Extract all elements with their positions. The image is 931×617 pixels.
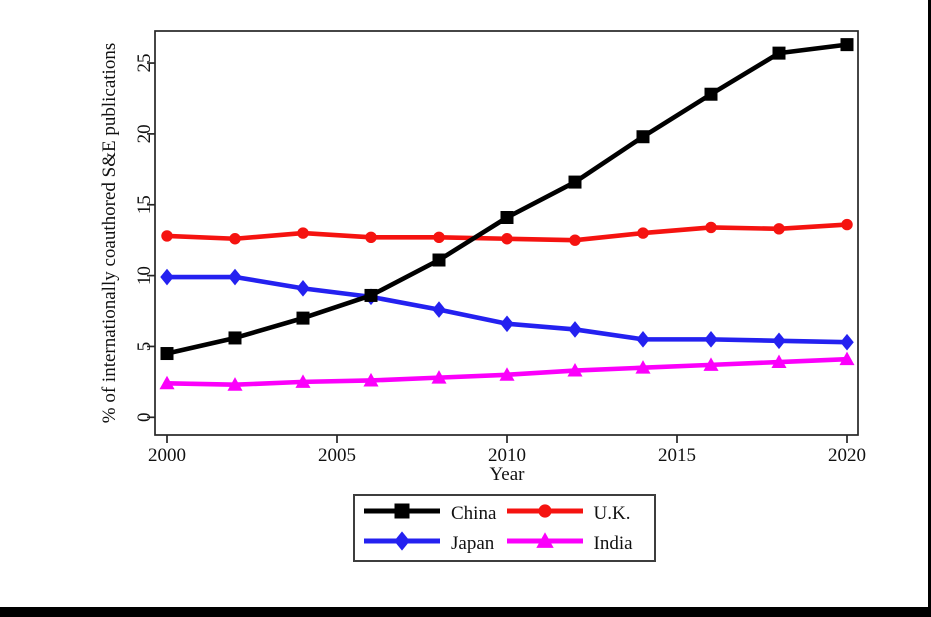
legend-item-uk: U.K. bbox=[506, 500, 649, 526]
legend-item-china: China bbox=[363, 500, 506, 526]
marker-uk-2010 bbox=[501, 233, 513, 245]
marker-japan-2012 bbox=[568, 321, 582, 338]
marker-china-2010 bbox=[500, 211, 514, 225]
y-tick-label-25: 25 bbox=[134, 54, 155, 73]
x-tick-label-2015: 2015 bbox=[658, 445, 696, 466]
legend-sample-japan bbox=[363, 530, 441, 556]
marker-japan-2014 bbox=[636, 331, 650, 348]
page-border-right bbox=[928, 0, 931, 617]
marker-india-2010 bbox=[499, 367, 515, 381]
marker-uk-2016 bbox=[705, 221, 717, 234]
legend-marker-india bbox=[535, 531, 554, 548]
y-tick-label-0: 0 bbox=[134, 413, 155, 423]
legend-label-japan: Japan bbox=[451, 532, 495, 554]
marker-uk-2004 bbox=[297, 227, 309, 239]
marker-india-2018 bbox=[771, 354, 787, 369]
marker-japan-2008 bbox=[432, 301, 446, 318]
marker-japan-2004 bbox=[296, 280, 310, 297]
marker-japan-2020 bbox=[840, 333, 854, 351]
marker-china-2014 bbox=[636, 130, 650, 144]
series-line-china bbox=[166, 42, 848, 356]
marker-india-2006 bbox=[363, 372, 379, 387]
legend-sample-uk bbox=[506, 501, 584, 526]
marker-uk-2000 bbox=[161, 230, 173, 242]
marker-china-2008 bbox=[432, 253, 446, 267]
marker-china-2016 bbox=[704, 87, 718, 101]
marker-uk-2006 bbox=[365, 231, 377, 244]
x-tick-label-2005: 2005 bbox=[318, 445, 356, 466]
marker-china-2020 bbox=[840, 38, 854, 52]
y-axis-title: % of internationally coauthored S&E publ… bbox=[99, 42, 120, 424]
marker-japan-2018 bbox=[772, 332, 786, 350]
marker-japan-2010 bbox=[500, 315, 514, 333]
legend-item-india: India bbox=[506, 530, 649, 556]
legend-sample-india bbox=[506, 531, 584, 556]
marker-india-2012 bbox=[567, 362, 583, 377]
marker-japan-2000 bbox=[160, 268, 174, 286]
marker-china-2012 bbox=[568, 175, 582, 189]
y-tick-label-10: 10 bbox=[134, 266, 155, 285]
legend-label-china: China bbox=[451, 502, 497, 524]
x-tick-label-2010: 2010 bbox=[488, 445, 526, 466]
legend-line-india bbox=[506, 531, 583, 548]
y-tick-label-5: 5 bbox=[134, 342, 155, 352]
legend-sample-china bbox=[363, 501, 441, 526]
marker-japan-2016 bbox=[704, 331, 718, 348]
marker-china-2018 bbox=[772, 46, 786, 60]
marker-uk-2014 bbox=[637, 227, 649, 239]
marker-china-2006 bbox=[364, 288, 378, 302]
marker-uk-2008 bbox=[433, 231, 445, 244]
marker-india-2014 bbox=[635, 360, 651, 374]
legend-label-india: India bbox=[593, 532, 633, 554]
marker-china-2004 bbox=[296, 311, 310, 325]
marker-india-2008 bbox=[431, 370, 447, 384]
legend-line-japan bbox=[364, 530, 440, 551]
legend-line-uk bbox=[506, 503, 583, 518]
marker-india-2004 bbox=[295, 374, 311, 388]
x-tick-label-2000: 2000 bbox=[148, 445, 186, 466]
marker-china-2000 bbox=[160, 347, 174, 361]
chart-legend: China U.K. Japan India bbox=[353, 494, 656, 562]
line-chart: 0 5 10 15 20 25 2000 2005 2010 2015 2020 bbox=[134, 30, 866, 466]
legend-marker-uk bbox=[537, 503, 552, 518]
marker-uk-2002 bbox=[229, 233, 241, 245]
series-line-japan bbox=[167, 274, 848, 345]
marker-uk-2012 bbox=[569, 234, 581, 246]
legend-marker-china bbox=[394, 503, 410, 518]
marker-uk-2018 bbox=[773, 223, 785, 235]
marker-uk-2020 bbox=[841, 218, 853, 231]
marker-japan-2002 bbox=[228, 268, 242, 286]
x-axis-title: Year bbox=[489, 464, 525, 485]
legend-item-japan: Japan bbox=[363, 530, 506, 556]
page-border-bottom bbox=[0, 607, 931, 617]
legend-marker-japan bbox=[394, 530, 410, 551]
y-tick-label-20: 20 bbox=[134, 124, 155, 143]
marker-india-2002 bbox=[227, 377, 243, 391]
y-tick-label-15: 15 bbox=[134, 195, 155, 214]
marker-china-2002 bbox=[228, 331, 242, 345]
x-tick-label-2020: 2020 bbox=[828, 445, 866, 466]
legend-label-uk: U.K. bbox=[593, 502, 631, 524]
marker-india-2000 bbox=[159, 375, 175, 390]
legend-line-china bbox=[364, 503, 440, 518]
marker-india-2016 bbox=[703, 357, 719, 371]
marker-india-2020 bbox=[839, 351, 855, 366]
